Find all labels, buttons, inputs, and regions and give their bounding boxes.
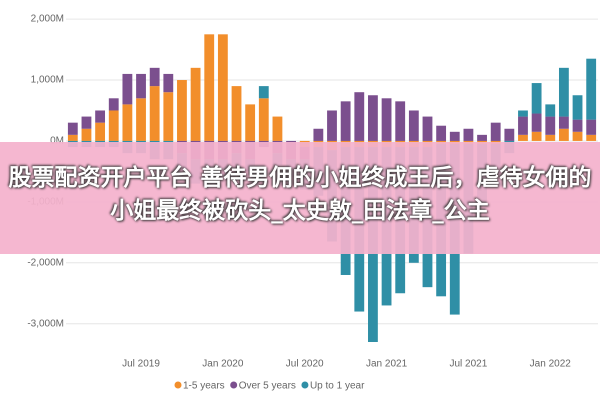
bar xyxy=(463,128,474,141)
x-tick-label: Jan 2021 xyxy=(366,359,408,370)
bar xyxy=(95,110,106,123)
bar xyxy=(122,73,133,105)
bar xyxy=(518,110,528,117)
bar xyxy=(558,128,569,141)
bar xyxy=(81,116,92,129)
bar xyxy=(204,34,215,141)
bar xyxy=(518,116,528,135)
bar xyxy=(354,92,365,141)
bar xyxy=(190,67,201,141)
y-tick-label: -3,000M xyxy=(27,318,64,329)
bar xyxy=(558,116,569,129)
bar xyxy=(95,122,106,141)
y-tick-label: 2,000M xyxy=(31,14,64,25)
bar xyxy=(586,58,597,120)
bar xyxy=(572,95,583,120)
bar xyxy=(136,98,146,141)
bar xyxy=(545,134,556,141)
bar xyxy=(518,134,528,141)
bar xyxy=(558,67,569,117)
bar xyxy=(531,131,542,141)
legend-label: Up to 1 year xyxy=(310,381,365,392)
x-tick-label: Jul 2021 xyxy=(450,359,488,370)
bar xyxy=(136,73,146,99)
bar xyxy=(368,95,378,141)
bar xyxy=(545,104,556,117)
bar xyxy=(586,134,597,141)
y-tick-label: 1,000M xyxy=(31,75,64,86)
bar xyxy=(313,128,324,141)
bar xyxy=(531,83,542,114)
bar xyxy=(477,134,487,141)
x-tick-label: Jul 2020 xyxy=(286,359,324,370)
x-tick-label: Jul 2019 xyxy=(122,359,160,370)
bar xyxy=(531,113,542,132)
bar xyxy=(149,67,160,87)
bar xyxy=(108,110,119,141)
bar xyxy=(108,98,119,111)
bar xyxy=(272,116,283,141)
bar xyxy=(245,104,256,141)
x-tick-label: Jan 2020 xyxy=(202,359,244,370)
bar xyxy=(586,119,597,135)
bar xyxy=(422,116,433,141)
bar xyxy=(408,110,419,141)
bar xyxy=(327,110,337,141)
bar xyxy=(67,122,78,135)
legend-swatch xyxy=(174,381,182,389)
bar xyxy=(163,73,174,93)
bar xyxy=(81,128,92,141)
x-tick-label: Jan 2022 xyxy=(530,359,572,370)
legend-swatch xyxy=(301,381,309,389)
bar xyxy=(149,86,160,141)
bar xyxy=(395,101,406,141)
bar xyxy=(163,92,174,141)
legend-label: Over 5 years xyxy=(239,381,296,392)
legend-swatch xyxy=(230,381,238,389)
bar xyxy=(217,34,228,141)
bar xyxy=(504,128,515,141)
bar xyxy=(381,98,392,141)
banner xyxy=(0,142,600,254)
bar xyxy=(67,134,78,141)
legend-label: 1-5 years xyxy=(183,381,225,392)
bar xyxy=(340,101,351,141)
y-tick-label: -2,000M xyxy=(27,257,64,268)
bar xyxy=(177,80,187,141)
bar xyxy=(258,98,269,141)
y-tick-label: 0M xyxy=(50,136,64,147)
bar xyxy=(436,125,447,141)
bar xyxy=(231,86,242,141)
bar xyxy=(449,131,460,141)
overlay-caption: 股票配资开户平台 善待男佣的小姐终成王后，虐待女佣的小姐最终被砍头_太史敫_田法… xyxy=(8,165,592,224)
bar xyxy=(122,104,133,141)
bar xyxy=(572,131,583,141)
bar xyxy=(572,119,583,132)
bar xyxy=(490,122,501,141)
bar xyxy=(545,116,556,135)
bar xyxy=(258,86,269,99)
